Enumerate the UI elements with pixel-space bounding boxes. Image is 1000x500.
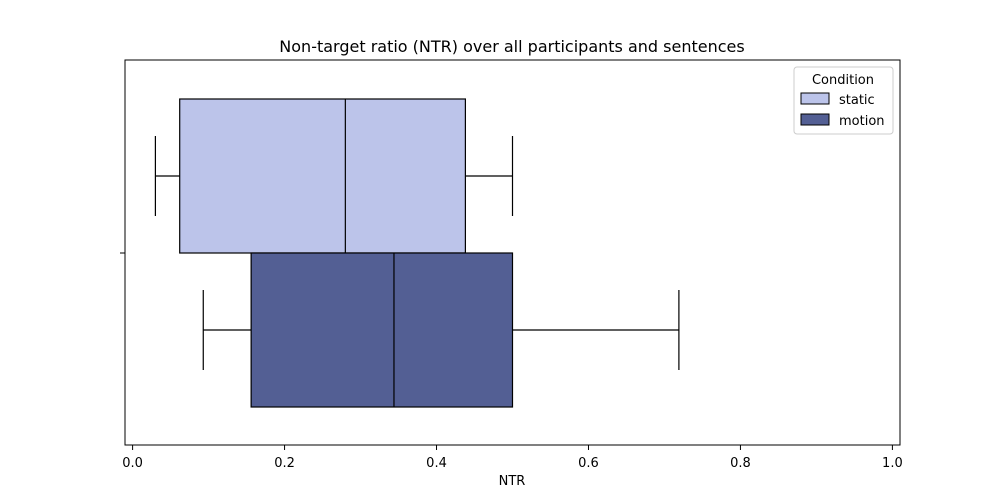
legend-swatch-static bbox=[800, 92, 830, 105]
iqr-box bbox=[250, 252, 514, 408]
x-tick-label: 0.6 bbox=[578, 456, 599, 471]
box-static bbox=[154, 98, 514, 254]
boxes-layer bbox=[154, 98, 680, 408]
iqr-box bbox=[179, 98, 466, 254]
legend: Condition static motion bbox=[793, 66, 894, 135]
x-tick-label: 1.0 bbox=[882, 456, 903, 471]
x-tick-label: 0.8 bbox=[730, 456, 751, 471]
legend-label-motion: motion bbox=[839, 114, 885, 129]
box-motion bbox=[202, 252, 680, 408]
x-tick-label: 0.2 bbox=[274, 456, 295, 471]
legend-title: Condition bbox=[812, 73, 874, 88]
chart-title: Non-target ratio (NTR) over all particip… bbox=[279, 37, 744, 56]
x-axis-label: NTR bbox=[499, 474, 526, 489]
x-ticks-layer: 0.0 0.2 0.4 0.6 0.8 1.0 bbox=[122, 445, 903, 471]
x-tick-label: 0.0 bbox=[122, 456, 143, 471]
x-tick-label: 0.4 bbox=[426, 456, 447, 471]
legend-swatch-motion bbox=[800, 113, 830, 126]
legend-label-static: static bbox=[839, 93, 875, 108]
